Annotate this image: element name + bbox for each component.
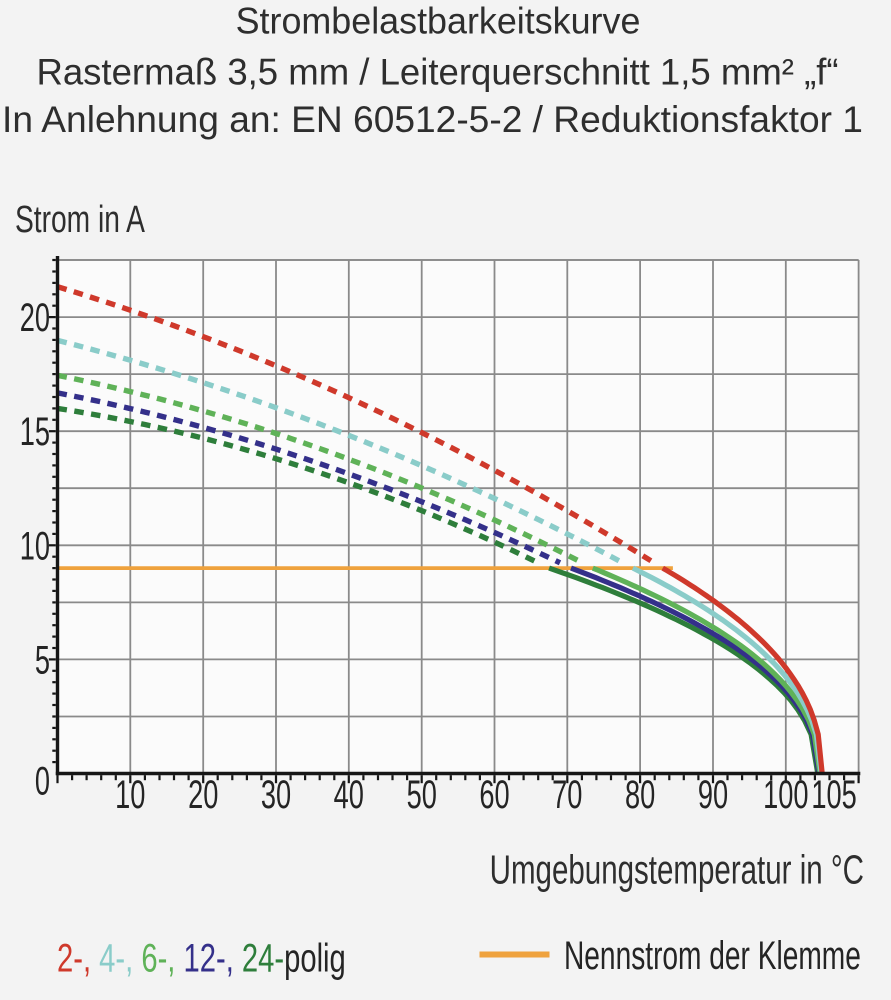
svg-text:20: 20 <box>20 296 50 340</box>
svg-text:0: 0 <box>35 759 50 803</box>
svg-text:Umgebungstemperatur in °C: Umgebungstemperatur in °C <box>490 847 864 893</box>
svg-text:10: 10 <box>115 773 145 817</box>
svg-text:Nennstrom der Klemme: Nennstrom der Klemme <box>564 934 861 978</box>
svg-text:80: 80 <box>625 773 655 817</box>
svg-text:30: 30 <box>261 773 291 817</box>
svg-text:100: 100 <box>763 773 808 817</box>
svg-text:90: 90 <box>698 773 728 817</box>
svg-text:60: 60 <box>479 773 509 817</box>
svg-text:40: 40 <box>334 773 364 817</box>
svg-text:70: 70 <box>552 773 582 817</box>
svg-text:Strom in A: Strom in A <box>15 199 146 241</box>
svg-text:2-, 4-, 6-, 12-, 24-polig: 2-, 4-, 6-, 12-, 24-polig <box>57 936 346 981</box>
svg-text:20: 20 <box>188 773 218 817</box>
svg-text:10: 10 <box>20 524 50 568</box>
svg-text:Strombelastbarkeitskurve: Strombelastbarkeitskurve <box>236 0 641 42</box>
svg-text:In Anlehnung an: EN 60512-5-2: In Anlehnung an: EN 60512-5-2 / Reduktio… <box>2 98 863 140</box>
svg-text:15: 15 <box>20 410 50 454</box>
svg-text:5: 5 <box>35 638 50 682</box>
svg-text:Rastermaß 3,5 mm / Leiterquers: Rastermaß 3,5 mm / Leiterquerschnitt 1,5… <box>36 51 838 92</box>
svg-text:105: 105 <box>811 773 856 817</box>
svg-text:50: 50 <box>407 773 437 817</box>
